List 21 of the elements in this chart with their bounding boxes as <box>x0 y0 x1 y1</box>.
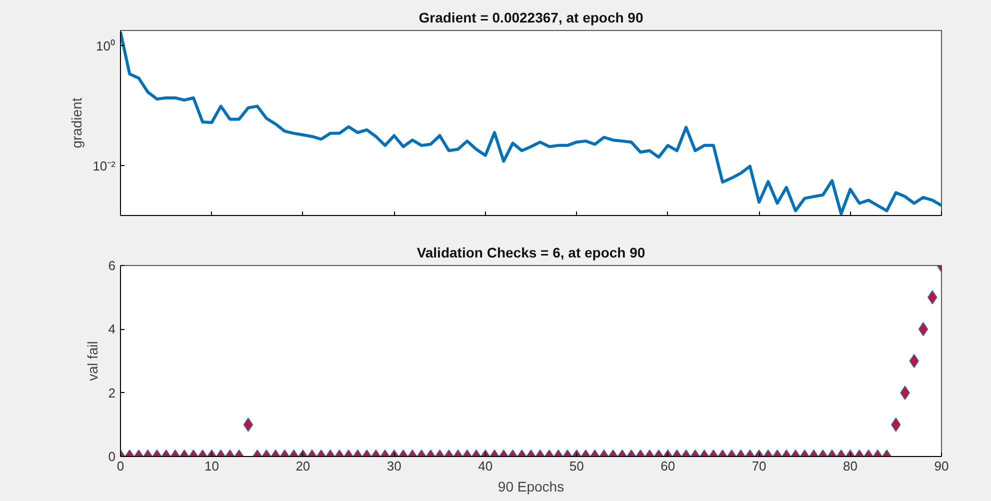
x-tick-label: 60 <box>660 458 676 474</box>
chart-title: Gradient = 0.0022367, at epoch 90 <box>418 10 644 26</box>
y-tick-label: 10⁻² <box>92 158 116 174</box>
y-axis-title: val fail <box>84 341 100 381</box>
x-tick-label: 90 <box>934 458 949 474</box>
chart-title: Validation Checks = 6, at epoch 90 <box>416 244 646 260</box>
x-tick-label: 50 <box>569 458 584 474</box>
x-tick-label: 70 <box>752 458 766 474</box>
line-series <box>120 30 942 216</box>
y-tick-label: 2 <box>108 385 116 400</box>
x-axis-title: 90 Epochs <box>498 478 564 494</box>
x-tick-label: 80 <box>843 458 858 474</box>
x-tick-label: 40 <box>478 458 493 474</box>
y-tick-label: 6 <box>108 258 116 273</box>
x-tick-label: 10 <box>204 458 219 474</box>
x-tick-label: 20 <box>296 458 310 474</box>
x-tick-label: 30 <box>386 458 402 474</box>
y-tick-label: 0 <box>108 449 116 464</box>
y-tick-label: 10⁰ <box>96 38 116 54</box>
y-axis-title: gradient <box>68 98 85 148</box>
y-tick-label: 4 <box>108 322 116 337</box>
